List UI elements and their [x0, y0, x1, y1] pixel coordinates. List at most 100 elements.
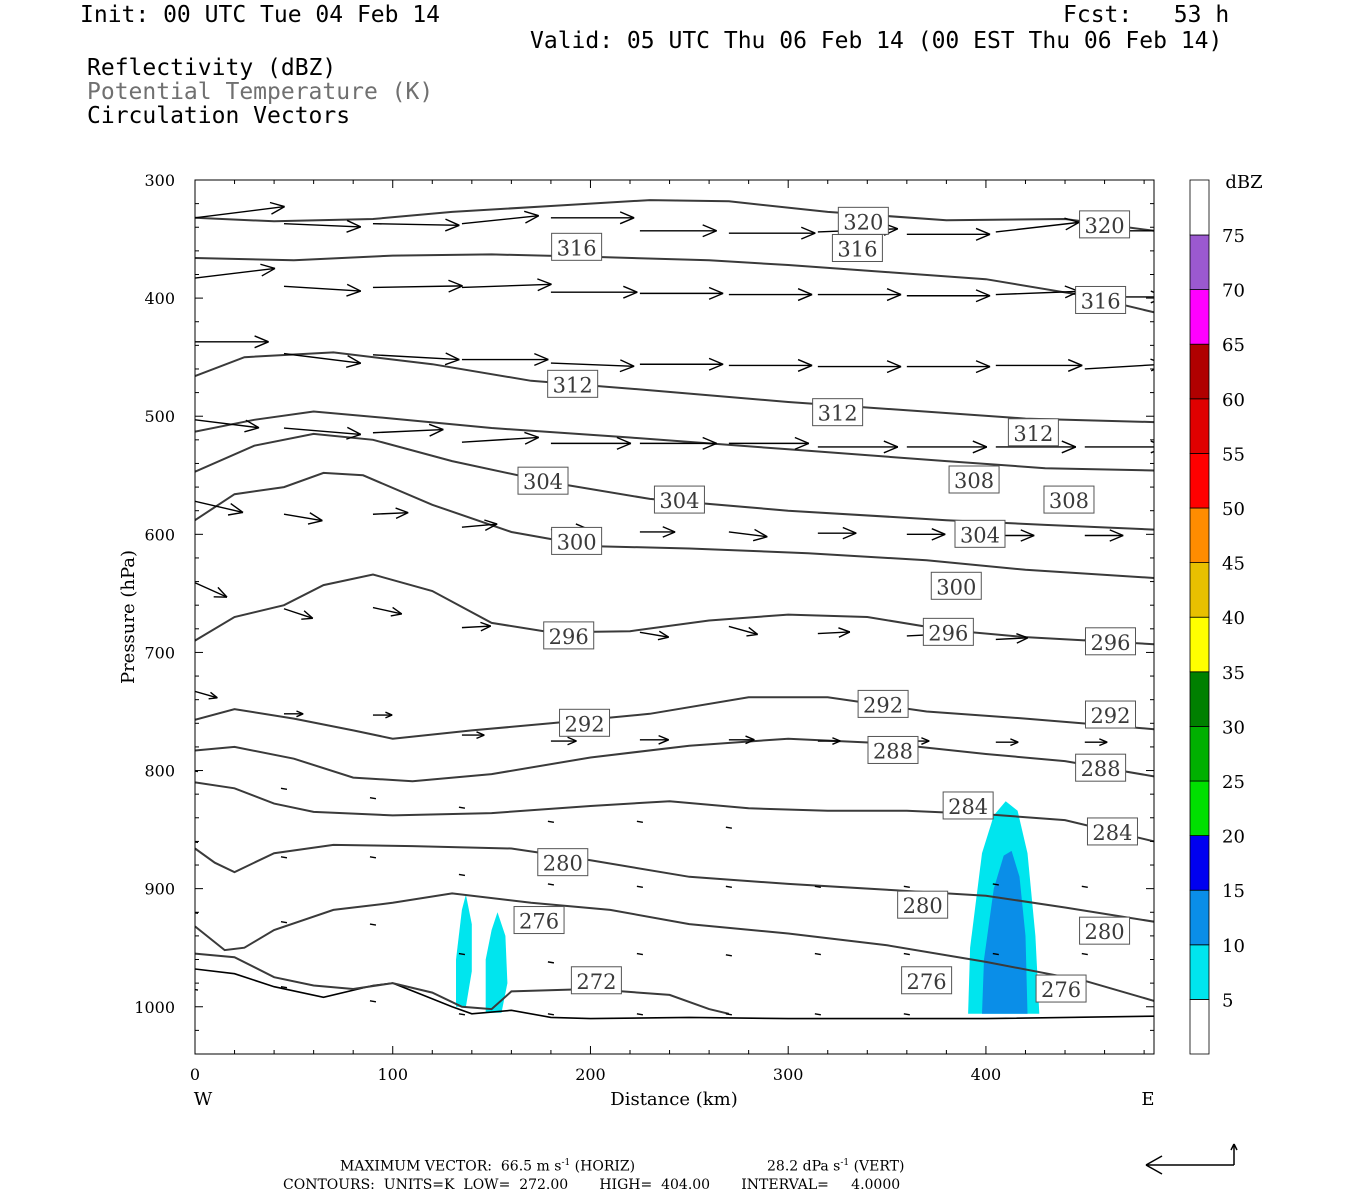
- weak-vector-mark: [458, 952, 466, 956]
- y-tick-label: 1000: [134, 998, 175, 1017]
- colorbar-level-label: 75: [1222, 226, 1245, 247]
- isentrope-316: [195, 253, 1154, 314]
- max-vert-unit: (VERT): [853, 1158, 905, 1175]
- weak-vector-mark: [992, 952, 999, 956]
- isentrope-label: 316: [837, 238, 877, 262]
- x-tick-label: 0: [190, 1065, 200, 1084]
- colorbar-level-label: 55: [1222, 444, 1245, 465]
- isentrope-label: 300: [557, 530, 597, 554]
- weak-vector-mark: [725, 954, 732, 957]
- circulation-vector: [817, 288, 902, 302]
- colorbar-level-label: 30: [1222, 717, 1245, 738]
- colorbar-level-label: 45: [1222, 554, 1245, 575]
- isentrope-label-box: [1079, 916, 1131, 945]
- field-reflectivity: Reflectivity (dBZ): [87, 55, 337, 81]
- circulation-vector: [461, 519, 498, 531]
- circulation-vector: [461, 731, 485, 740]
- isentrope-label: 276: [519, 910, 559, 934]
- valid-time: Valid: 05 UTC Thu 06 Feb 14 (00 EST Thu …: [530, 28, 1223, 54]
- weak-vector-mark: [725, 1013, 732, 1016]
- weak-vector-mark: [195, 988, 199, 991]
- max-vert-label: 28.2 dPa s-1 (VERT): [767, 1158, 904, 1175]
- circulation-vector: [817, 627, 851, 638]
- reflectivity-cell-5dbz: [456, 894, 472, 1007]
- isentrope-label-box: [653, 485, 705, 514]
- circulation-vector: [728, 436, 810, 450]
- circulation-vector: [195, 582, 228, 598]
- colorbar-swatch: [1189, 398, 1210, 454]
- weak-vector-mark: [458, 873, 466, 877]
- colorbar-level-label: 5: [1222, 990, 1233, 1011]
- colorbar-swatch: [1189, 835, 1210, 891]
- y-tick-label: 600: [144, 525, 175, 544]
- weak-vector-mark: [903, 885, 910, 888]
- weak-vector-mark: [992, 883, 999, 886]
- colorbar-swatch: [1189, 562, 1210, 618]
- colorbar-swatch: [1189, 616, 1210, 673]
- y-tick-label: 500: [144, 407, 175, 426]
- colorbar-swatch: [1189, 944, 1210, 1000]
- circulation-vector: [728, 625, 759, 637]
- x-tick-label: 400: [971, 1065, 1002, 1084]
- circulation-vector: [639, 436, 717, 450]
- y-axis-title: Pressure (hPa): [118, 550, 139, 684]
- contour-label-layer: 320 320 316 316 316 312 312 312 308 308 304 304 304 3…: [513, 206, 1138, 1003]
- circulation-vector: [372, 711, 393, 719]
- circulation-vector: [461, 431, 540, 445]
- isentrope-label: 316: [557, 236, 597, 260]
- colorbar-swatch: [1189, 452, 1210, 509]
- reference-vector-icon: [1145, 1143, 1238, 1175]
- circulation-vector: [283, 219, 362, 233]
- x-tick-label: 200: [575, 1065, 606, 1084]
- circulation-vector: [995, 633, 1029, 644]
- isentrope-label-box: [901, 966, 953, 995]
- isentrope-label-box: [1084, 627, 1136, 656]
- weak-vector-mark: [458, 1013, 466, 1016]
- colorbar-level-label: 20: [1222, 827, 1245, 848]
- colorbar-level-label: 40: [1222, 608, 1245, 629]
- circulation-vector: [817, 737, 841, 745]
- max-horiz-unit: (HORIZ): [574, 1158, 636, 1175]
- isentrope-label-box: [812, 398, 864, 427]
- isentrope-label: 296: [928, 621, 968, 645]
- isentrope-label-box: [1035, 974, 1087, 1003]
- isentrope-label: 280: [543, 852, 583, 876]
- weak-vector-mark: [369, 797, 377, 800]
- circulation-vector: [461, 621, 492, 632]
- isentrope-label: 300: [936, 575, 976, 599]
- colorbar-level-label: 60: [1222, 390, 1245, 411]
- max-horiz-value: 66.5 m s: [500, 1158, 562, 1175]
- isentrope-label-box: [954, 519, 1006, 548]
- weak-vector-mark: [280, 921, 288, 924]
- circulation-vector: [372, 423, 444, 437]
- isentrope-label-box: [837, 206, 889, 235]
- weak-vector-mark: [547, 961, 555, 964]
- colorbar-swatch: [1189, 780, 1210, 836]
- y-tick-label: 300: [144, 171, 175, 190]
- circulation-vector: [639, 357, 724, 371]
- forecast-hour: Fcst: 53 h: [1063, 2, 1230, 28]
- x-axis-title: Distance (km): [610, 1089, 737, 1110]
- weak-vector-mark: [903, 952, 910, 956]
- isentrope-label-box: [1075, 285, 1127, 314]
- colorbar-level-label: 70: [1222, 281, 1245, 302]
- field-potential-temperature: Potential Temperature (K): [87, 79, 434, 105]
- x-tick-label: 100: [377, 1065, 408, 1084]
- circulation-vector: [817, 526, 857, 540]
- reflectivity-cell-5dbz: [485, 912, 508, 1013]
- weak-vector-mark: [814, 952, 821, 956]
- circulation-vector: [1084, 440, 1154, 454]
- isentrope-label: 308: [1049, 489, 1089, 513]
- isentrope-label: 308: [954, 469, 994, 493]
- weak-vector-mark: [547, 883, 555, 886]
- isentrope-label: 304: [659, 489, 699, 513]
- circulation-vector: [550, 436, 632, 450]
- colorbar-swatch: [1189, 179, 1210, 236]
- isentrope-label-box: [857, 689, 909, 718]
- weak-vector-mark: [369, 856, 377, 859]
- circulation-vector: [195, 335, 269, 349]
- circulation-vector: [639, 224, 717, 238]
- weak-vector-mark: [195, 912, 199, 914]
- colorbar-swatch: [1189, 671, 1210, 727]
- isentrope-label-box: [513, 906, 565, 935]
